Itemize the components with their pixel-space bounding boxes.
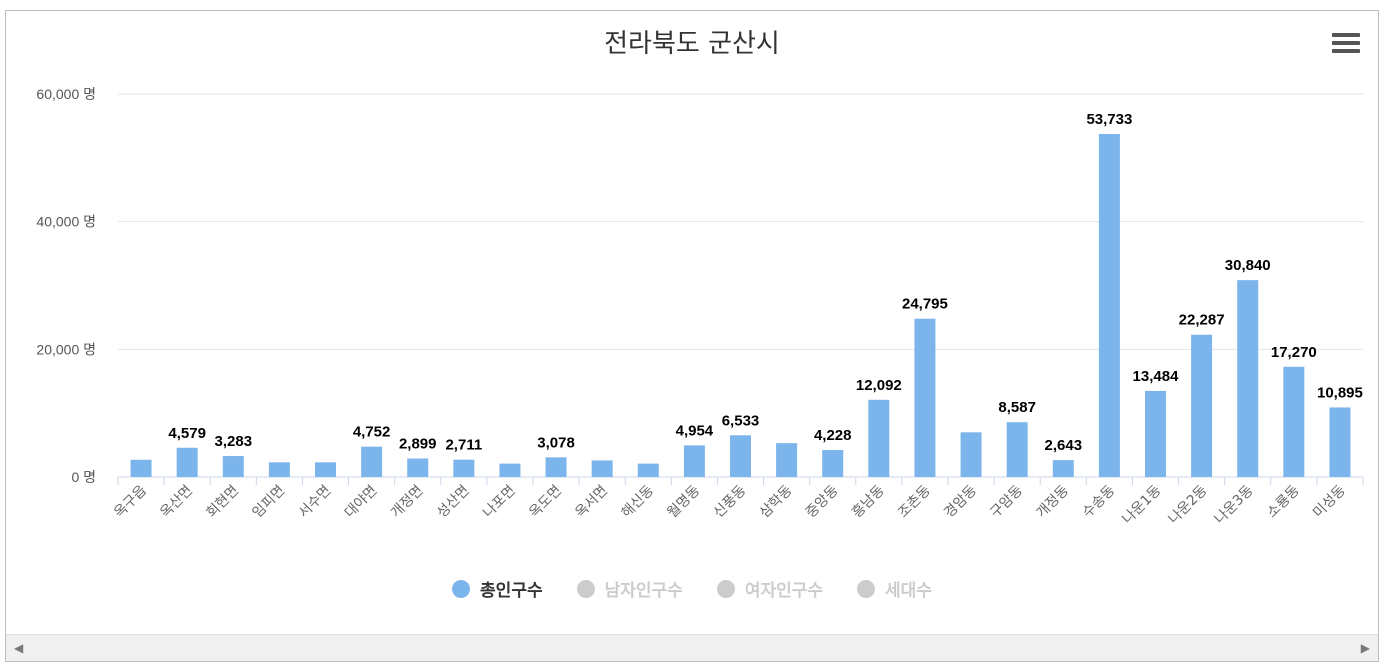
x-tick-label: 해신동: [618, 482, 657, 521]
data-label: 6,533: [722, 412, 760, 429]
bar-미성동[interactable]: [1329, 407, 1351, 477]
data-label: 4,954: [676, 422, 714, 439]
y-tick-label: 60,000 명: [36, 86, 96, 102]
data-label: 3,078: [537, 434, 575, 451]
data-label: 4,752: [353, 424, 391, 441]
data-label: 8,587: [998, 399, 1036, 416]
y-tick-label: 20,000 명: [36, 341, 96, 357]
x-tick-label: 구암동: [987, 482, 1026, 521]
x-tick-label: 중앙동: [803, 482, 842, 521]
bar-월명동[interactable]: [683, 445, 705, 477]
legend-label: 세대수: [885, 581, 932, 601]
x-tick-label: 개정동: [1033, 482, 1072, 521]
chart-legend: 총인구수 남자인구수 여자인구수 세대수: [6, 576, 1378, 601]
x-tick-label: 나운3동: [1212, 482, 1257, 527]
bar-임피면[interactable]: [268, 462, 290, 477]
legend-label: 총인구수: [480, 581, 543, 601]
x-tick-label: 옥도면: [526, 483, 565, 522]
bar-옥도면[interactable]: [545, 457, 567, 477]
legend-marker-icon: [716, 579, 735, 598]
legend-item[interactable]: 여자인구수: [716, 576, 824, 601]
bar-신풍동[interactable]: [730, 435, 751, 477]
bar-경암동[interactable]: [960, 432, 982, 477]
scroll-left-icon[interactable]: ◀: [14, 641, 24, 655]
legend-marker-icon: [452, 579, 471, 598]
data-label: 24,795: [902, 296, 948, 313]
y-tick-label: 0 명: [71, 469, 96, 485]
x-tick-label: 회현면: [203, 483, 242, 522]
x-tick-label: 옥구읍: [111, 482, 150, 521]
chart-title: 전라북도 군산시: [604, 29, 780, 59]
bar-옥서면[interactable]: [591, 460, 613, 477]
x-tick-label: 임피면: [250, 483, 289, 522]
bar-옥산면[interactable]: [176, 447, 198, 477]
bar-흥남동[interactable]: [868, 399, 890, 477]
bar-옥구읍[interactable]: [130, 459, 152, 477]
x-tick-label: 대야면: [342, 483, 381, 522]
bar-개정면[interactable]: [407, 458, 429, 477]
legend-item[interactable]: 총인구수: [452, 576, 543, 601]
hamburger-menu-icon[interactable]: [1332, 33, 1360, 57]
data-label: 2,711: [445, 437, 482, 454]
bar-회현면[interactable]: [222, 456, 244, 477]
bar-대야면[interactable]: [361, 446, 383, 477]
bar-수송동[interactable]: [1098, 134, 1120, 478]
bar-중앙동[interactable]: [822, 450, 844, 477]
legend-item[interactable]: 남자인구수: [576, 576, 683, 601]
x-tick-label: 조촌동: [895, 482, 934, 521]
bar-조촌동[interactable]: [914, 318, 936, 477]
x-tick-label: 나운1동: [1119, 482, 1164, 527]
data-label: 12,092: [856, 377, 902, 394]
x-tick-label: 삼학동: [757, 482, 796, 521]
x-tick-label: 성산면: [434, 483, 473, 522]
x-tick-label: 월명동: [665, 482, 704, 521]
bar-나포면[interactable]: [499, 463, 521, 477]
legend-label: 남자인구수: [604, 581, 683, 601]
legend-label: 여자인구수: [744, 581, 824, 601]
bar-나운1동[interactable]: [1145, 390, 1166, 477]
data-label: 3,283: [215, 433, 253, 450]
data-label: 13,484: [1133, 368, 1180, 385]
horizontal-scrollbar[interactable]: ◀ ▶: [6, 634, 1378, 661]
data-label: 22,287: [1179, 312, 1225, 329]
x-tick-label: 미성동: [1310, 482, 1349, 521]
x-tick-label: 옥산면: [157, 483, 196, 522]
y-tick-label: 40,000 명: [36, 214, 96, 230]
data-label: 2,643: [1045, 437, 1083, 454]
x-tick-label: 나포면: [480, 483, 519, 522]
bar-구암동[interactable]: [1006, 422, 1028, 477]
bar-해신동[interactable]: [637, 463, 659, 477]
bar-소룡동[interactable]: [1283, 366, 1305, 477]
legend-marker-icon: [576, 579, 595, 598]
bar-나운3동[interactable]: [1237, 280, 1259, 477]
x-tick-label: 수송동: [1080, 482, 1119, 521]
data-label: 53,733: [1086, 111, 1132, 128]
x-tick-label: 소룡동: [1264, 482, 1303, 521]
x-tick-label: 흥남동: [849, 482, 888, 521]
data-label: 4,579: [168, 425, 206, 442]
legend-marker-icon: [857, 579, 876, 598]
x-tick-label: 개정면: [388, 483, 427, 522]
data-label: 4,228: [814, 427, 852, 444]
x-tick-label: 서수면: [296, 483, 335, 522]
bar-나운2동[interactable]: [1191, 334, 1213, 477]
data-label: 10,895: [1317, 384, 1363, 401]
data-label: 2,899: [399, 435, 437, 452]
bar-서수면[interactable]: [315, 462, 336, 477]
data-label: 30,840: [1225, 257, 1271, 274]
bar-삼학동[interactable]: [776, 443, 798, 477]
x-tick-label: 경암동: [941, 482, 980, 521]
x-tick-label: 옥서면: [572, 483, 611, 522]
legend-item[interactable]: 세대수: [857, 576, 932, 601]
bar-개정동[interactable]: [1052, 460, 1074, 477]
x-tick-label: 신풍동: [711, 482, 750, 521]
data-label: 17,270: [1271, 344, 1317, 361]
bar-성산면[interactable]: [453, 459, 475, 477]
x-tick-label: 나운2동: [1165, 482, 1210, 527]
scroll-right-icon[interactable]: ▶: [1360, 641, 1370, 655]
